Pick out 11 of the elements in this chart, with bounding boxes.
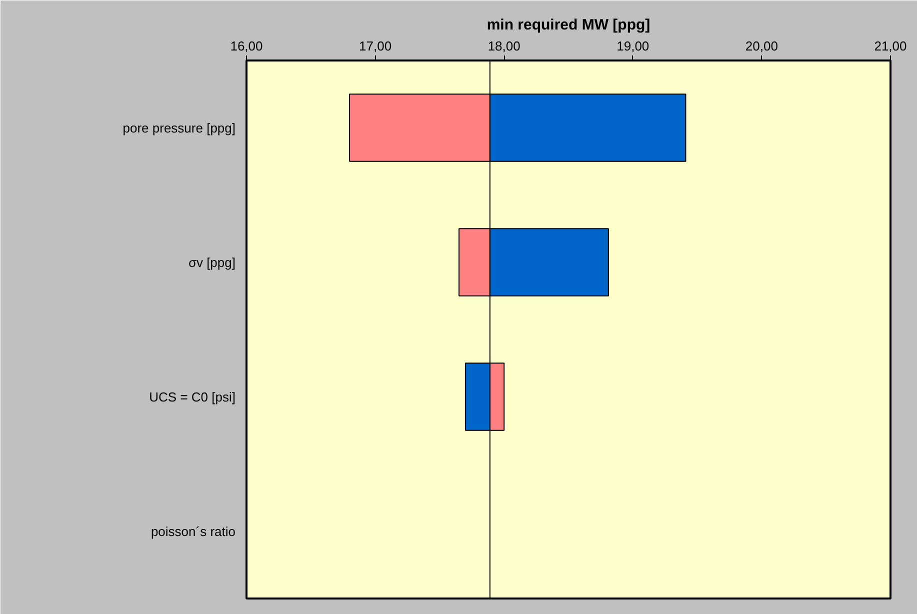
y-tick-label: poisson´s ratio (150, 524, 236, 539)
y-tick-label: UCS = C0 [psi] (149, 389, 236, 404)
x-tick-label: 19,00 (616, 38, 650, 54)
x-tick-label: 20,00 (745, 38, 778, 54)
y-tick-label: σv [ppg] (188, 254, 236, 270)
chart-title: min required MW [ppg] (486, 16, 650, 34)
x-tick-label: 17,00 (359, 38, 392, 54)
x-tick-label: 18,00 (488, 38, 520, 54)
y-tick-label: pore pressure [ppg] (122, 120, 236, 136)
x-tick-label: 21,00 (874, 38, 907, 54)
x-tick-label: 16,00 (230, 38, 263, 54)
